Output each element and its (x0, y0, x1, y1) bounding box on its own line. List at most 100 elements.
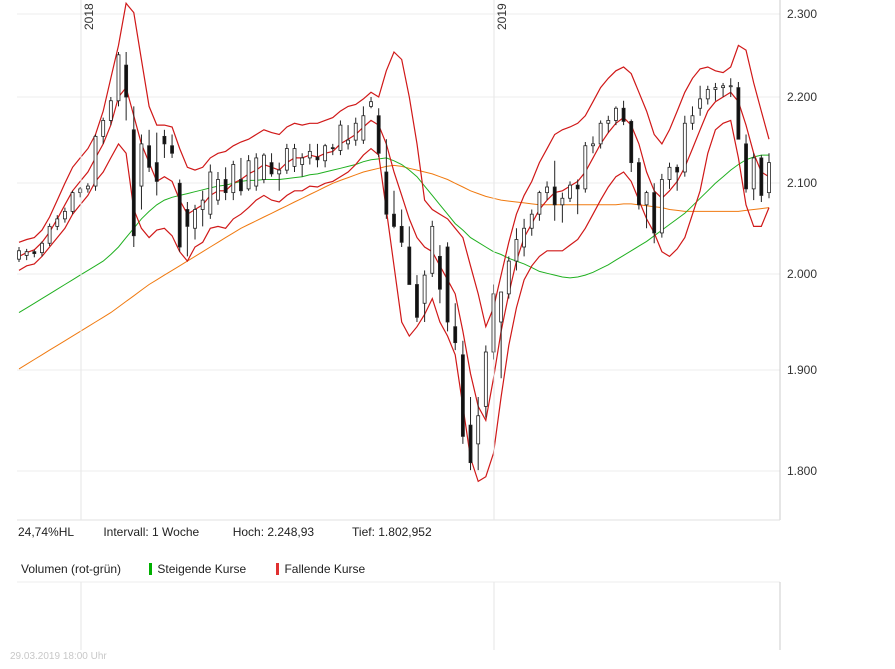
candle (307, 143, 312, 165)
candle (185, 202, 190, 257)
candle (392, 190, 396, 229)
candle (177, 179, 182, 252)
candle (415, 275, 419, 322)
candle (162, 129, 167, 158)
candle (736, 82, 741, 140)
candle (514, 228, 519, 271)
candle (223, 167, 228, 201)
falling-swatch (276, 562, 280, 575)
candle (537, 190, 542, 221)
info-row: 24,74%HL Intervall: 1 Woche Hoch: 2.248,… (18, 525, 432, 539)
x-axis: 2018 2019 (17, 0, 780, 650)
candle (759, 155, 764, 202)
candle (399, 209, 404, 247)
candle (552, 160, 557, 221)
candle (591, 136, 595, 154)
y-tick-label: 2.000 (787, 267, 817, 281)
candles (17, 52, 771, 471)
high-label: Hoch: 2.248,93 (232, 525, 315, 539)
candle (70, 190, 75, 215)
candle (751, 153, 756, 201)
candle (216, 172, 220, 205)
candle (131, 106, 136, 247)
bollinger-bands (18, 1, 770, 483)
candle (239, 157, 243, 196)
upper-band-line (18, 1, 770, 329)
candle (721, 82, 725, 97)
candle (545, 181, 549, 201)
candle (675, 164, 680, 191)
candle (231, 160, 236, 201)
candle (705, 85, 710, 105)
sma-green-line (18, 154, 769, 314)
candle (346, 125, 350, 150)
candle (208, 164, 213, 219)
grid (17, 13, 781, 650)
candle (361, 106, 366, 144)
volume-label: Volumen (rot-grün) (21, 561, 122, 576)
candle (629, 119, 634, 172)
candle (682, 115, 687, 177)
candle (636, 157, 641, 210)
candle (55, 215, 60, 231)
zoom-label: 24,74%HL (18, 525, 75, 539)
y-tick-label: 2.200 (787, 90, 817, 104)
candle (40, 241, 44, 257)
mid-band-line (18, 86, 770, 423)
candle (330, 143, 335, 156)
candle (767, 153, 771, 199)
candle (17, 247, 21, 262)
candle (261, 153, 266, 184)
candle (170, 134, 174, 158)
candle (101, 117, 106, 144)
rising-swatch (149, 562, 153, 575)
candle (445, 242, 450, 332)
candle (315, 143, 320, 168)
rising-label: Steigende Kurse (157, 561, 247, 576)
candle (24, 248, 29, 261)
candle (269, 153, 274, 177)
candle (483, 345, 488, 418)
candle (529, 209, 534, 236)
candle (32, 249, 37, 258)
candle (598, 120, 603, 149)
candle (422, 270, 427, 322)
candle (369, 97, 373, 109)
candle (353, 117, 358, 146)
candle (713, 82, 718, 101)
candle (652, 183, 657, 244)
y-tick-label: 2.300 (787, 7, 817, 21)
candle (47, 223, 52, 247)
candle (506, 256, 511, 299)
candle (568, 181, 572, 202)
candle (78, 187, 83, 198)
candle (63, 207, 67, 223)
candle (499, 291, 504, 379)
candle (659, 173, 664, 238)
candle (193, 204, 197, 240)
candle (575, 179, 580, 215)
candle (254, 153, 259, 191)
candle (460, 340, 465, 444)
candle (93, 134, 98, 191)
candle (667, 162, 672, 189)
candle (246, 155, 251, 191)
lower-band-line (18, 119, 770, 483)
candle (85, 183, 90, 193)
candle (614, 106, 618, 126)
candle (560, 192, 565, 223)
candle (200, 190, 205, 227)
candle (323, 143, 328, 168)
candle (292, 143, 297, 172)
candle (430, 220, 435, 277)
interval-label: Intervall: 1 Woche (103, 525, 200, 539)
y-tick-label: 1.800 (787, 464, 817, 478)
candle (284, 143, 289, 174)
volume-legend: Volumen (rot-grün) Steigende Kurse Falle… (21, 561, 365, 576)
candle (698, 85, 703, 116)
candle (621, 100, 626, 126)
falling-label: Fallende Kurse (284, 561, 366, 576)
x-tick-label: 2019 (495, 3, 509, 30)
candle (468, 397, 473, 471)
